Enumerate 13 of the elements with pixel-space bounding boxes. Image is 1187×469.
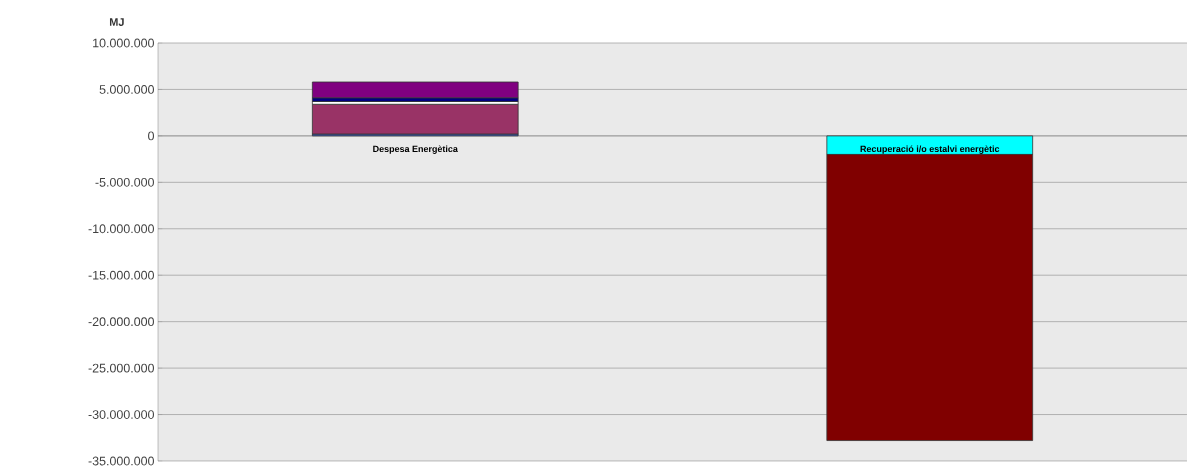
x-tick-label: Despesa Energètica [373, 145, 458, 154]
y-tick-label: -15.000.000 [88, 270, 154, 280]
y-tick-label: -10.000.000 [88, 224, 154, 234]
y-tick-label: 10.000.000 [93, 38, 154, 48]
y-tick-label: -25.000.000 [88, 363, 154, 373]
y-axis-title: MJ [109, 18, 124, 26]
y-tick-label: 5.000.000 [99, 85, 154, 94]
y-tick-label: -5.000.000 [95, 177, 154, 187]
y-tick-label: 0 [148, 131, 154, 141]
y-tick-label: -30.000.000 [88, 410, 154, 419]
y-tick-label: -35.000.000 [88, 456, 154, 466]
x-tick-label: Recuperació i/o estalvi energètic [860, 145, 1000, 154]
y-tick-label: -20.000.000 [88, 317, 154, 327]
